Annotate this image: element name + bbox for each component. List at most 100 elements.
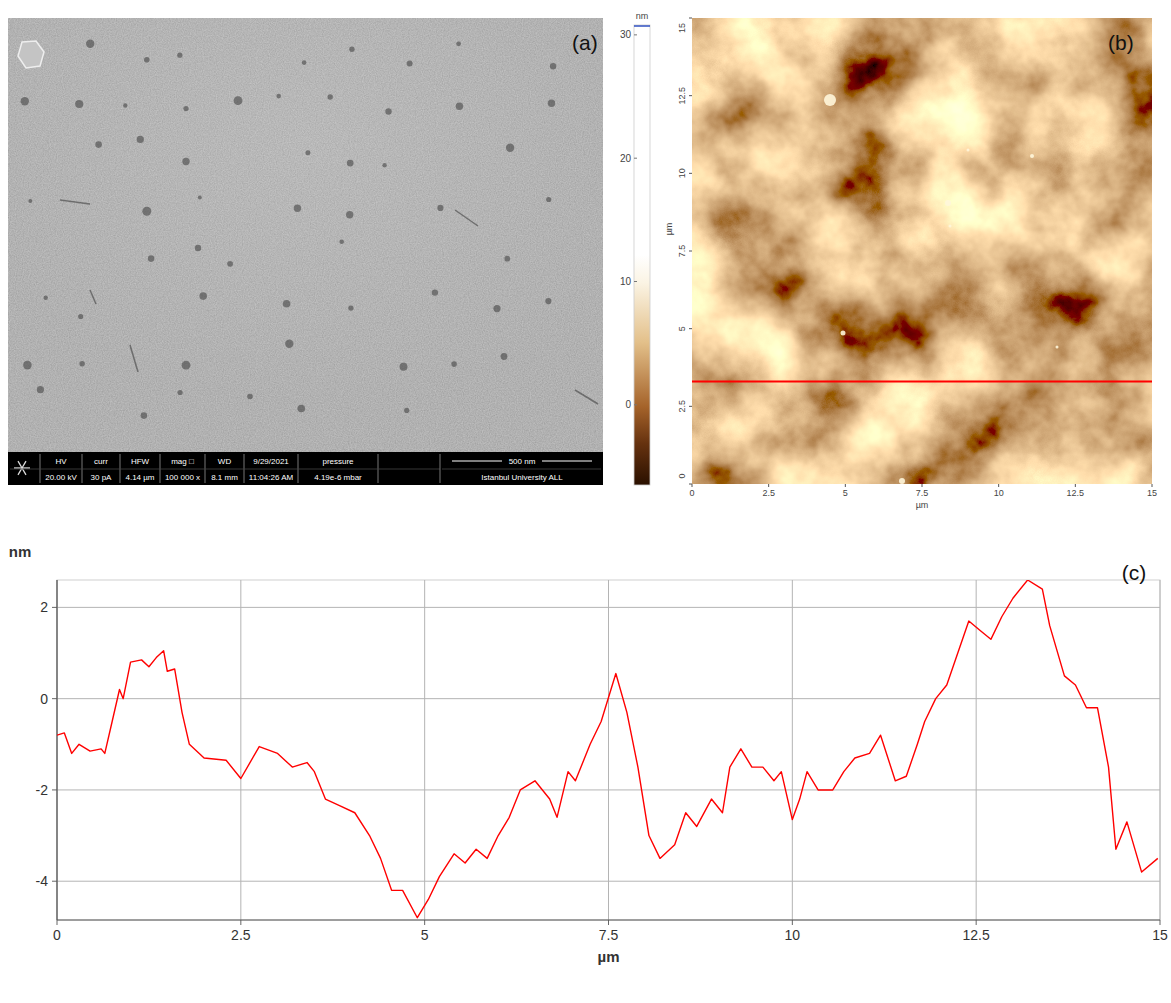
info-value: 8.1 mm <box>211 473 238 482</box>
x-tick-label: 12.5 <box>1067 488 1085 498</box>
sem-pore <box>506 144 514 152</box>
color-bar-tick <box>634 404 637 405</box>
sem-pore <box>550 63 556 69</box>
x-tick <box>57 920 58 925</box>
info-header: HV <box>55 457 67 466</box>
info-divider <box>160 454 161 483</box>
sem-pore <box>404 408 409 413</box>
sem-pore <box>339 239 344 244</box>
sem-pore <box>302 60 307 65</box>
y-tick <box>689 484 692 485</box>
x-grid-line <box>976 580 977 920</box>
afm-speck <box>1056 346 1059 349</box>
y-tick <box>52 698 57 699</box>
panel-label: (c) <box>1122 561 1147 584</box>
afm-texture <box>692 18 1152 484</box>
afm-image-group <box>692 18 1152 484</box>
x-tick <box>424 920 425 925</box>
afm-panel: (b)02.557.51012.515µm02.557.51012.515µm0… <box>620 11 1157 510</box>
info-bar <box>8 452 603 485</box>
info-value: 11:04:26 AM <box>249 473 294 482</box>
y-tick-label: 2 <box>40 599 48 615</box>
sem-pore <box>183 106 188 111</box>
info-value: 4.19e-6 mbar <box>314 473 362 482</box>
info-divider <box>82 454 83 483</box>
sem-shading <box>8 18 603 452</box>
x-tick-label: 5 <box>421 927 429 943</box>
x-tick <box>608 920 609 925</box>
sem-pore <box>545 298 551 304</box>
profile-curve <box>57 580 1158 918</box>
x-tick-label: 0 <box>53 927 61 943</box>
info-header: 9/29/2021 <box>253 457 289 466</box>
info-value: 4.14 µm <box>125 473 154 482</box>
info-divider <box>40 454 41 483</box>
sem-image <box>8 18 603 452</box>
sem-pore <box>451 361 457 367</box>
sem-texture <box>8 18 603 452</box>
plot-area <box>57 580 1158 918</box>
x-grid-line <box>792 580 793 920</box>
y-tick <box>689 251 692 252</box>
sem-scratch <box>90 290 96 304</box>
sem-pore <box>37 386 44 393</box>
info-divider <box>120 454 121 483</box>
sem-particle <box>18 41 44 68</box>
x-tick <box>768 484 769 487</box>
sem-pore <box>456 41 461 46</box>
x-tick-label: 15 <box>1152 927 1168 943</box>
info-header: HFW <box>131 457 150 466</box>
y-tick <box>689 173 692 174</box>
background <box>0 0 1171 1003</box>
color-bar-top <box>634 25 650 27</box>
x-tick <box>1075 484 1076 487</box>
logo-stroke <box>14 467 22 468</box>
info-value: 30 pA <box>91 473 113 482</box>
x-tick-label: 10 <box>994 488 1004 498</box>
info-divider <box>298 454 299 483</box>
x-tick-label: 7.5 <box>599 927 619 943</box>
info-divider <box>442 469 601 470</box>
sem-panel: (a)HV20.00 kVcurr30 pAHFW4.14 µmmag □100… <box>8 18 603 485</box>
color-bar-tick-label: 0 <box>625 399 631 410</box>
y-tick-label: 7.5 <box>677 245 687 258</box>
sem-pore <box>79 361 84 366</box>
y-tick-label: 10 <box>677 168 687 178</box>
x-tick <box>845 484 846 487</box>
sem-pore <box>407 60 413 66</box>
sem-pore <box>348 305 353 310</box>
x-grid-line <box>424 580 425 920</box>
logo-stroke <box>22 461 26 468</box>
sem-pore <box>78 314 83 319</box>
logo <box>14 461 30 475</box>
panel-label: (b) <box>1108 31 1134 54</box>
sem-pore <box>305 150 310 155</box>
x-grid-line <box>240 580 241 920</box>
x-tick-label: 7.5 <box>916 488 929 498</box>
y-tick-label: 5 <box>677 326 687 331</box>
sem-pore <box>432 289 438 295</box>
info-header: pressure <box>322 457 354 466</box>
sem-pore <box>21 97 29 105</box>
color-bar <box>634 25 650 485</box>
sem-pore <box>294 205 301 212</box>
scale-bar <box>542 461 592 462</box>
sem-pore <box>283 300 291 308</box>
info-divider <box>378 454 379 483</box>
x-grid-line <box>1160 580 1161 920</box>
y-tick <box>689 406 692 407</box>
x-tick <box>792 920 793 925</box>
sem-pore <box>346 211 353 218</box>
scale-bar <box>452 461 502 462</box>
sem-scratch <box>130 345 138 372</box>
afm-speck <box>824 94 836 106</box>
y-tick <box>52 789 57 790</box>
y-axis-title: nm <box>9 543 32 560</box>
info-header: curr <box>94 457 108 466</box>
x-tick <box>976 920 977 925</box>
info-divider <box>10 469 440 470</box>
info-header: WD <box>218 457 232 466</box>
sem-pore <box>349 47 354 52</box>
sem-pore <box>227 261 233 267</box>
sem-pore <box>437 205 443 211</box>
